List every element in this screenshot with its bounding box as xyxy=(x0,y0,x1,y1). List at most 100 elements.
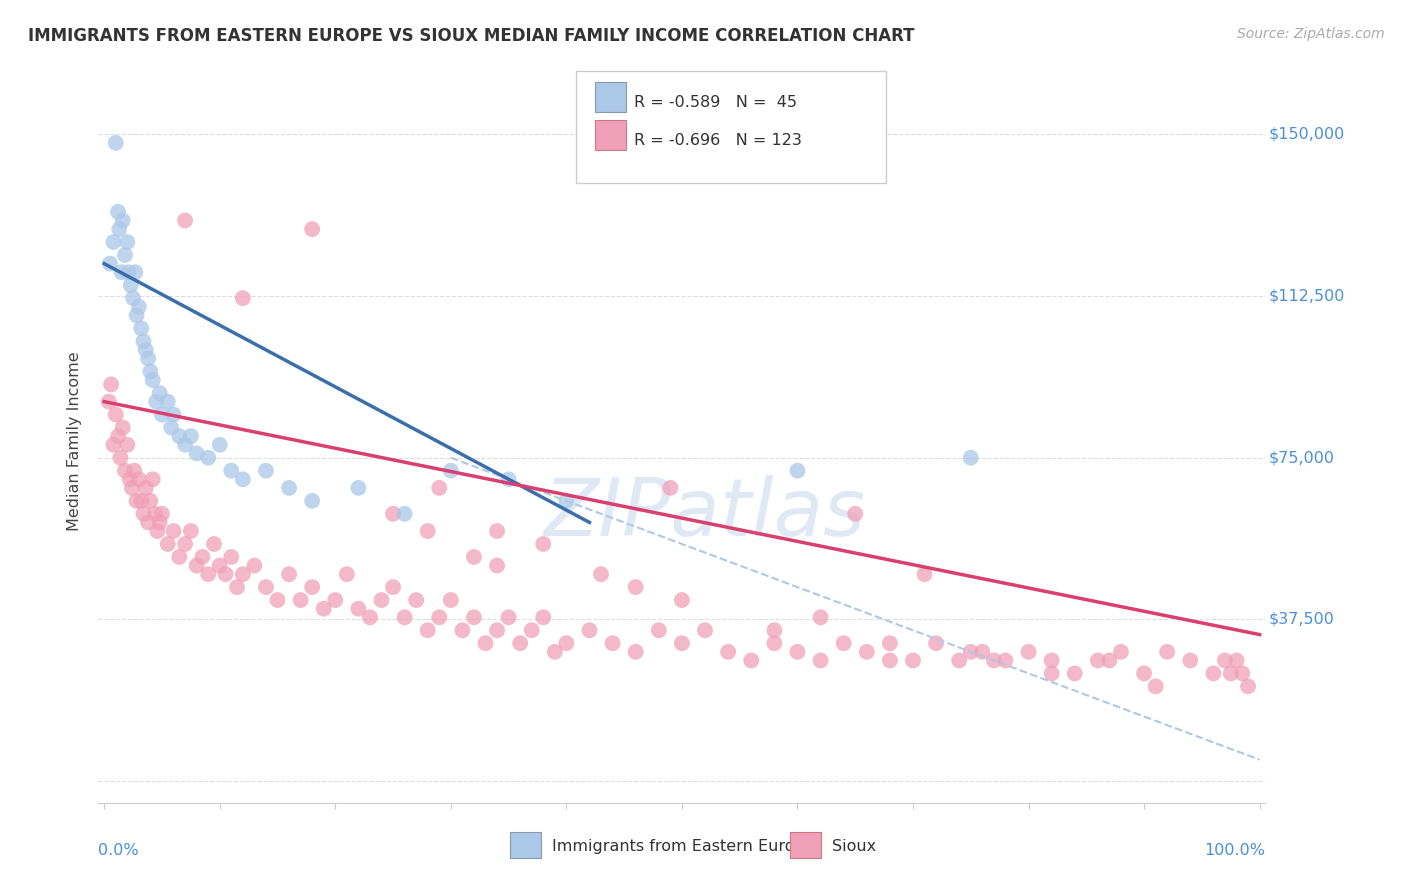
Point xyxy=(226,580,249,594)
Point xyxy=(1040,653,1063,667)
Point xyxy=(959,645,981,659)
Point xyxy=(1018,645,1040,659)
Point xyxy=(531,537,554,551)
Point xyxy=(312,601,335,615)
Point xyxy=(301,493,323,508)
Point xyxy=(129,321,152,335)
Point xyxy=(136,516,159,530)
Point xyxy=(1202,666,1225,681)
Point xyxy=(254,464,277,478)
Point xyxy=(1063,666,1085,681)
Point xyxy=(474,636,496,650)
Point xyxy=(125,493,148,508)
Point xyxy=(135,481,157,495)
Text: $75,000: $75,000 xyxy=(1268,450,1334,466)
Point xyxy=(440,464,463,478)
Point xyxy=(107,204,129,219)
Text: R = -0.589   N =  45: R = -0.589 N = 45 xyxy=(634,95,797,110)
FancyBboxPatch shape xyxy=(510,832,541,858)
Point xyxy=(509,636,531,650)
FancyBboxPatch shape xyxy=(790,832,821,858)
Point xyxy=(104,136,127,150)
Point xyxy=(427,481,450,495)
Point xyxy=(98,257,121,271)
Point xyxy=(498,610,520,624)
Point xyxy=(879,636,901,650)
Text: 100.0%: 100.0% xyxy=(1205,843,1265,857)
Point xyxy=(243,558,266,573)
Point xyxy=(1098,653,1121,667)
Point xyxy=(901,653,924,667)
Point xyxy=(451,624,474,638)
Point xyxy=(1109,645,1132,659)
Point xyxy=(486,624,509,638)
Point xyxy=(124,265,146,279)
Point xyxy=(983,653,1005,667)
Point xyxy=(1156,645,1178,659)
Point xyxy=(336,567,359,582)
Point xyxy=(169,429,191,443)
Point xyxy=(1040,666,1063,681)
Point xyxy=(174,438,197,452)
Point xyxy=(118,472,141,486)
Point xyxy=(463,610,485,624)
Point xyxy=(186,558,208,573)
Point xyxy=(1237,679,1260,693)
Point xyxy=(347,481,370,495)
Point xyxy=(132,334,155,349)
Text: $150,000: $150,000 xyxy=(1268,127,1346,142)
Point xyxy=(197,450,219,465)
Point xyxy=(125,309,148,323)
Point xyxy=(136,351,159,366)
Point xyxy=(132,507,155,521)
Point xyxy=(463,549,485,564)
Point xyxy=(1180,653,1202,667)
Point xyxy=(740,653,762,667)
Point xyxy=(855,645,877,659)
Point xyxy=(578,624,600,638)
Point xyxy=(108,222,131,236)
Point xyxy=(810,610,832,624)
Point xyxy=(117,235,139,249)
Point xyxy=(110,265,132,279)
Point xyxy=(142,472,165,486)
Point xyxy=(370,593,392,607)
Point xyxy=(180,429,202,443)
Point xyxy=(602,636,624,650)
Point xyxy=(122,464,145,478)
Point xyxy=(1219,666,1241,681)
Point xyxy=(254,580,277,594)
Point xyxy=(117,265,139,279)
Point xyxy=(624,645,647,659)
Point xyxy=(191,549,214,564)
Point xyxy=(111,420,134,434)
Point xyxy=(278,567,301,582)
Point xyxy=(139,364,162,378)
Point xyxy=(174,537,197,551)
Point xyxy=(416,524,439,538)
Point xyxy=(844,507,866,521)
Text: ZIPatlas: ZIPatlas xyxy=(544,475,866,553)
Point xyxy=(120,278,142,293)
Point xyxy=(104,408,127,422)
Point xyxy=(174,213,197,227)
Point xyxy=(323,593,346,607)
Point xyxy=(624,580,647,594)
Point xyxy=(347,601,370,615)
Point xyxy=(128,472,150,486)
Point xyxy=(948,653,970,667)
Point xyxy=(111,213,134,227)
Point xyxy=(149,386,172,401)
Point xyxy=(186,446,208,460)
Point xyxy=(150,507,173,521)
Text: R = -0.696   N = 123: R = -0.696 N = 123 xyxy=(634,133,801,147)
Point xyxy=(520,624,543,638)
Point xyxy=(959,450,981,465)
Point xyxy=(202,537,225,551)
Point xyxy=(197,567,219,582)
Point xyxy=(100,377,122,392)
Point xyxy=(135,343,157,357)
Point xyxy=(145,394,167,409)
Point xyxy=(129,493,152,508)
Point xyxy=(180,524,202,538)
